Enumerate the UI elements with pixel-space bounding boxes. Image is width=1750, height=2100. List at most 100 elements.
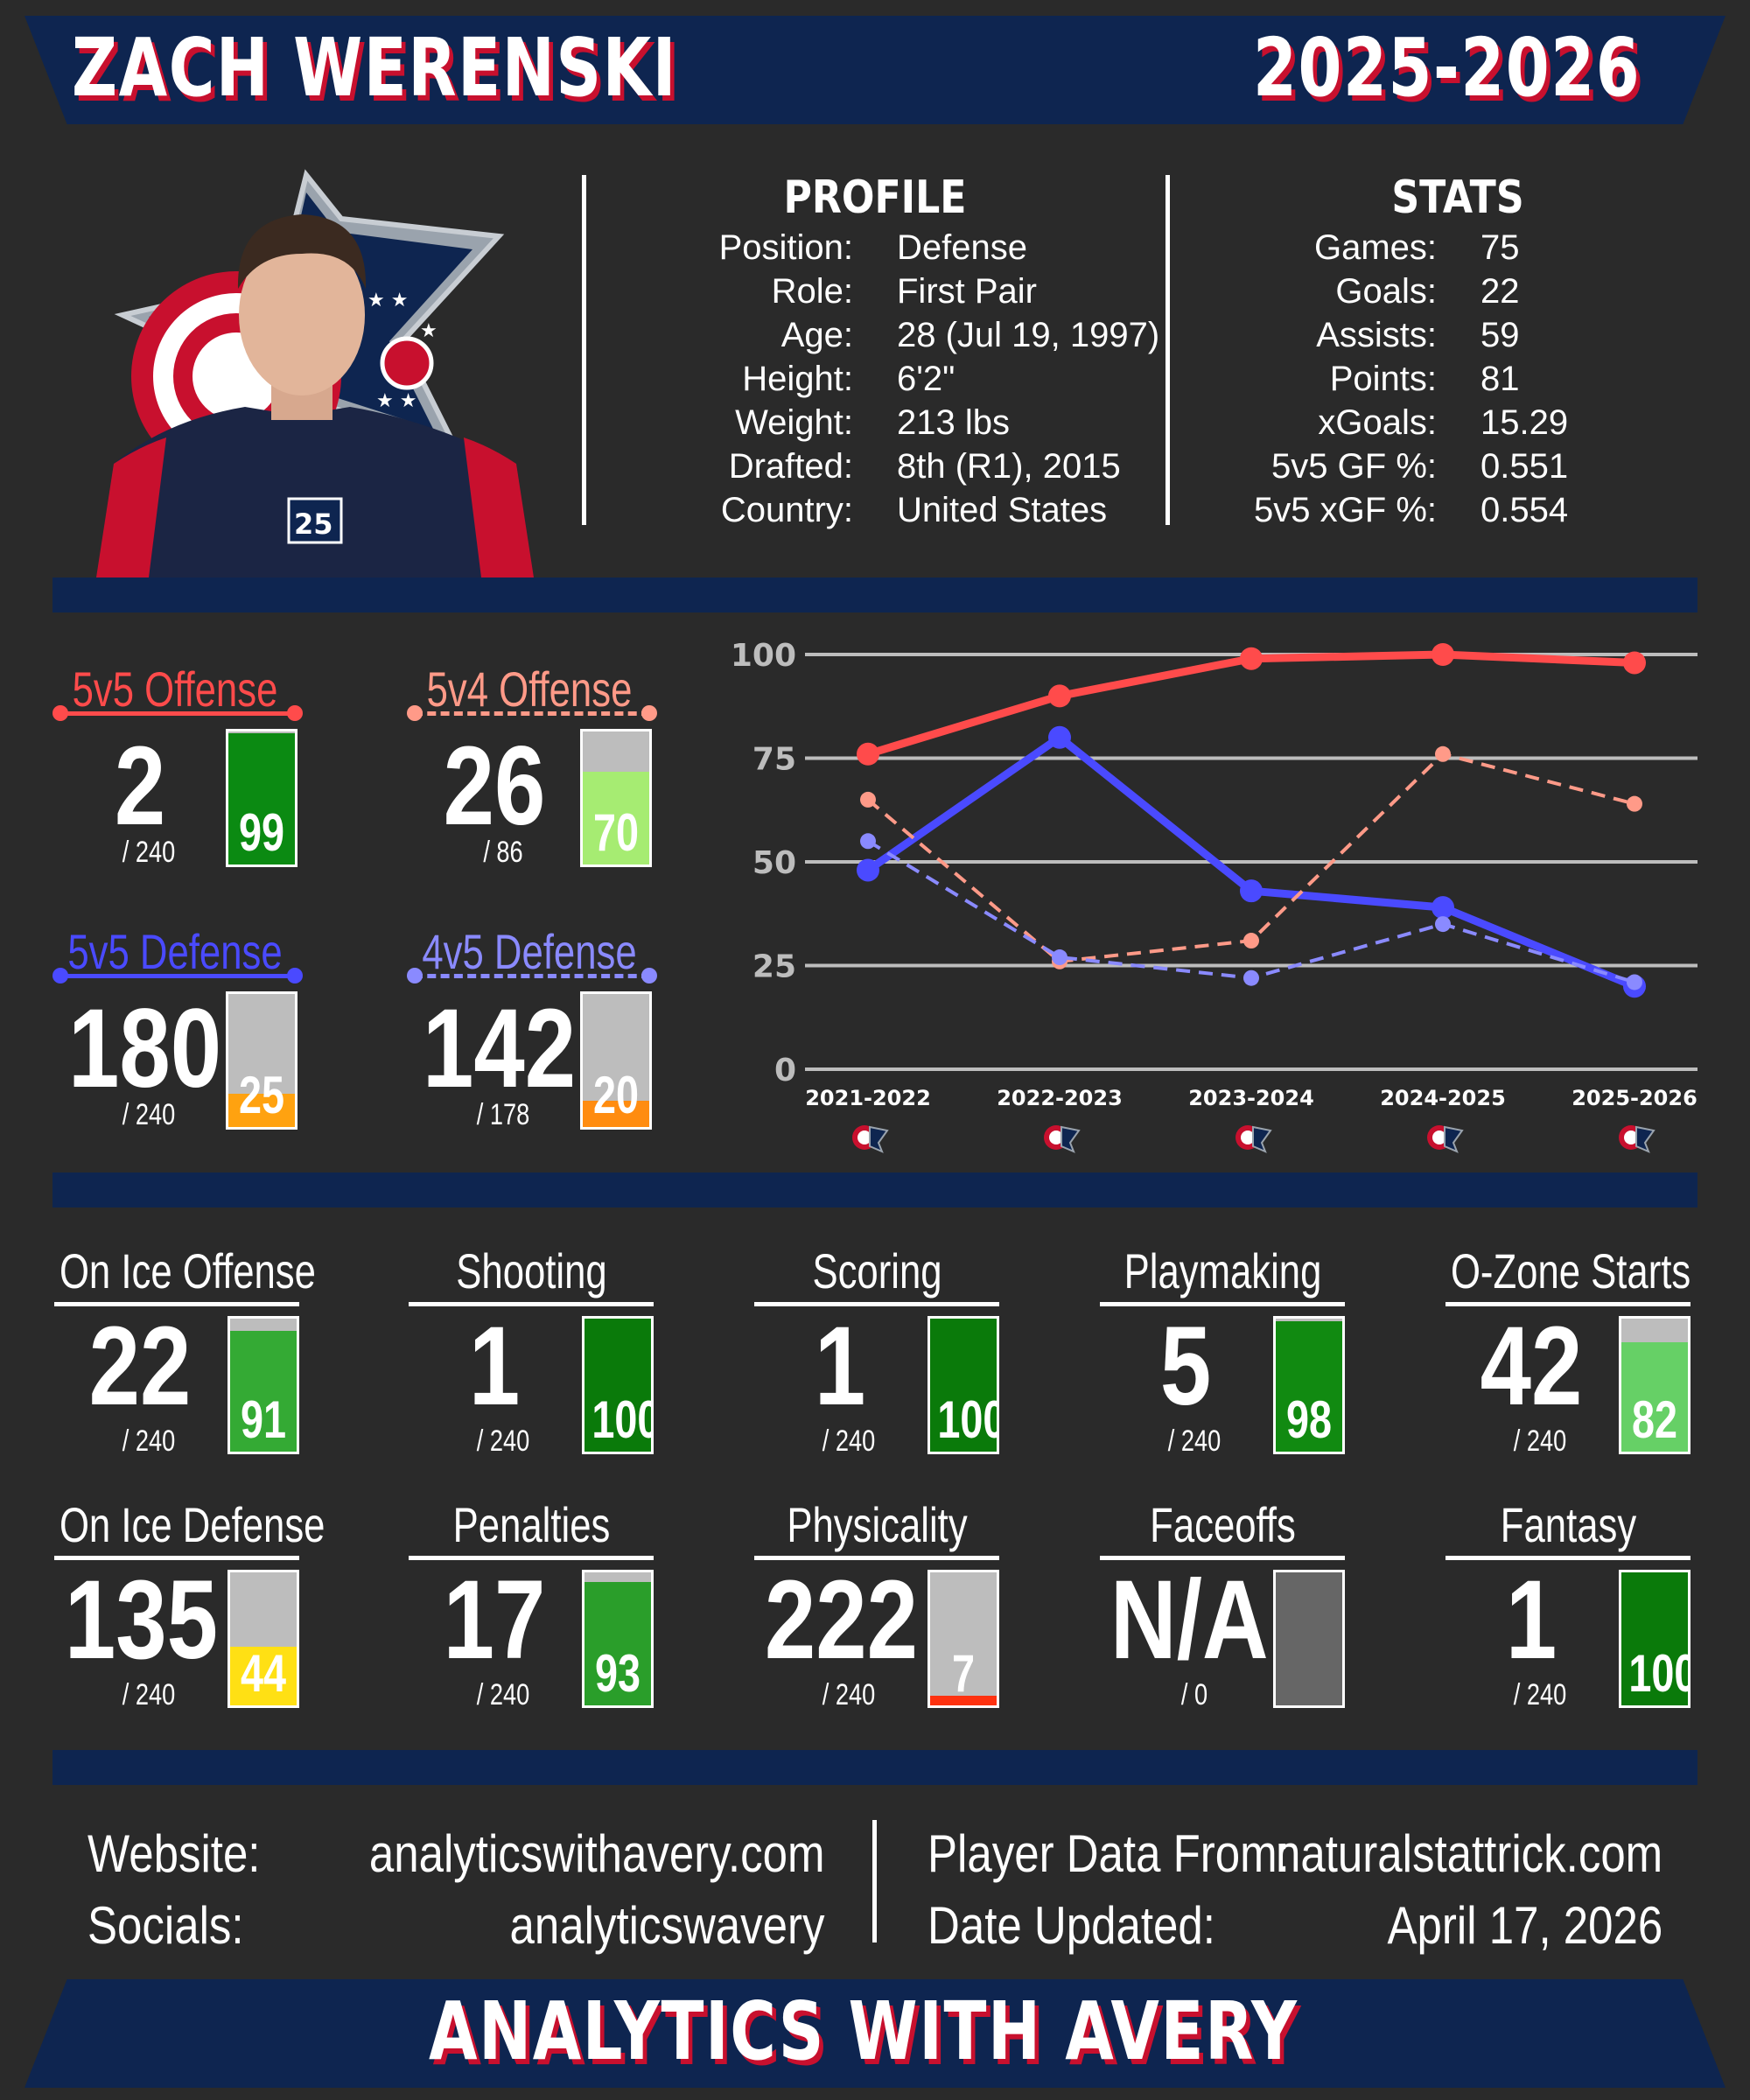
- rank-value: 22: [88, 1304, 192, 1429]
- player-name: ZACH WERENSKI: [72, 21, 678, 115]
- percentile-trend-chart: 0 25 50 75 100 2021-2022 2022-2023 2023-2024 202…: [731, 638, 1698, 1153]
- metric-title-rule: [1100, 1556, 1345, 1560]
- percentile-fill: [584, 1581, 651, 1705]
- metric-card: O-Zone Starts 42/ 240 82: [1444, 1242, 1693, 1479]
- panel-title-rule: [414, 711, 650, 716]
- blue-jackets-logo-icon: [852, 1125, 889, 1153]
- blue-jackets-logo-icon: [1427, 1125, 1464, 1153]
- data-point: [857, 742, 879, 766]
- metric-card: Playmaking 5/ 240 98: [1098, 1242, 1348, 1479]
- rule-dot: [407, 705, 423, 721]
- data-point: [1432, 643, 1454, 666]
- rank-value: 42: [1480, 1304, 1583, 1429]
- svg-text:25: 25: [294, 508, 333, 541]
- percentile-box: 99: [226, 729, 298, 867]
- data-point: [1048, 684, 1071, 708]
- percentile-box: 100: [582, 1316, 654, 1454]
- metric-title: Penalties: [452, 1497, 611, 1552]
- data-point: [857, 858, 879, 882]
- percentile-box: [1273, 1570, 1345, 1708]
- updated-label: Date Updated:: [928, 1896, 1215, 1955]
- percentile-value: 100: [1628, 1644, 1690, 1703]
- special-panel: 5v4 Offense 26/ 86 70: [407, 661, 661, 923]
- row-value: 0.554: [1480, 491, 1569, 529]
- data-point: [860, 791, 876, 808]
- rank-total: / 240: [122, 1098, 176, 1131]
- metric-card: Shooting 1/ 240 100: [407, 1242, 656, 1479]
- percentile-fill: [230, 1647, 297, 1705]
- y-tick-label: 100: [731, 638, 796, 674]
- data-point: [1243, 970, 1259, 986]
- metric-title-rule: [1100, 1302, 1345, 1306]
- panel-title: 5v5 Defense: [67, 924, 283, 979]
- rank-value: 135: [64, 1558, 219, 1683]
- metric-title-rule: [754, 1556, 999, 1560]
- percentile-value: 25: [238, 1066, 285, 1124]
- percentile-box: 98: [1273, 1316, 1345, 1454]
- rule-dot: [407, 968, 423, 984]
- series-line: [866, 752, 1635, 963]
- profile-title: PROFILE: [783, 172, 967, 224]
- percentile-value: 20: [592, 1066, 640, 1124]
- data-point: [1435, 746, 1451, 762]
- rule-dot: [641, 705, 657, 721]
- y-tick-label: 75: [752, 742, 796, 778]
- data-point: [1435, 916, 1451, 933]
- metric-title: Physicality: [787, 1497, 968, 1552]
- rank-value: 222: [764, 1558, 919, 1683]
- percentile-box: 91: [228, 1316, 299, 1454]
- rule-dot: [52, 968, 68, 984]
- percentile-fill: [583, 1100, 649, 1127]
- metric-title: Faceoffs: [1150, 1497, 1296, 1552]
- rule-dot: [641, 968, 657, 984]
- rank-total: / 240: [822, 1678, 876, 1712]
- data-point: [1432, 896, 1454, 920]
- data-point: [1243, 933, 1259, 949]
- brand-name: ANALYTICS WITH AVERY: [429, 1984, 1298, 2078]
- rank-total: / 240: [1513, 1678, 1567, 1712]
- percentile-value: 93: [594, 1644, 641, 1703]
- rank-value: 142: [423, 986, 577, 1111]
- data-point: [1240, 879, 1263, 903]
- percentile-box: 25: [226, 991, 298, 1130]
- y-tick-label: 50: [752, 845, 796, 881]
- percentile-box: 44: [228, 1570, 299, 1708]
- rank-value: N/A: [1110, 1558, 1269, 1683]
- percentile-box: 100: [1619, 1570, 1690, 1708]
- socials-handle[interactable]: analyticswavery: [509, 1896, 824, 1955]
- rank-total: / 0: [1180, 1678, 1208, 1712]
- data-point: [1627, 974, 1642, 990]
- percentile-value: 44: [240, 1644, 287, 1703]
- row-value: 0.551: [1480, 447, 1569, 486]
- metric-card: On Ice Offense 22/ 240 91: [52, 1242, 316, 1479]
- blue-jackets-logo-icon: [1236, 1125, 1272, 1153]
- y-tick-label: 25: [752, 949, 796, 985]
- website-link[interactable]: analyticswithavery.com: [368, 1824, 824, 1883]
- panel-title-rule: [60, 974, 296, 978]
- rule-dot: [287, 968, 303, 984]
- svg-text:★ ★: ★ ★: [376, 390, 416, 412]
- row-label: Assists:: [1316, 316, 1437, 354]
- section-separator: [52, 1750, 1698, 1785]
- percentile-value: 7: [951, 1644, 976, 1703]
- row-label: Drafted:: [728, 447, 853, 486]
- source-link[interactable]: naturalstattrick.com: [1275, 1824, 1662, 1883]
- special-panel: 4v5 Defense 142/ 178 20: [407, 923, 661, 1186]
- percentile-box: 93: [582, 1570, 654, 1708]
- metric-card: Penalties 17/ 240 93: [407, 1496, 656, 1732]
- row-label: Games:: [1313, 228, 1437, 267]
- rank-total: / 178: [476, 1098, 530, 1131]
- metric-title: Shooting: [456, 1243, 607, 1298]
- row-label: 5v5 xGF %:: [1254, 491, 1437, 529]
- row-label: Position:: [718, 228, 853, 267]
- data-point: [1240, 647, 1263, 670]
- header-banner: [24, 16, 1726, 124]
- metric-title-rule: [409, 1556, 654, 1560]
- rank-total: / 240: [122, 1424, 176, 1458]
- percentile-fill: [1621, 1342, 1688, 1452]
- metric-card: Scoring 1/ 240 100: [752, 1242, 1002, 1479]
- stats-title: STATS: [1391, 172, 1524, 224]
- percentile-box: 82: [1619, 1316, 1690, 1454]
- updated-date: April 17, 2026: [1387, 1896, 1662, 1955]
- metric-title: Playmaking: [1124, 1243, 1322, 1298]
